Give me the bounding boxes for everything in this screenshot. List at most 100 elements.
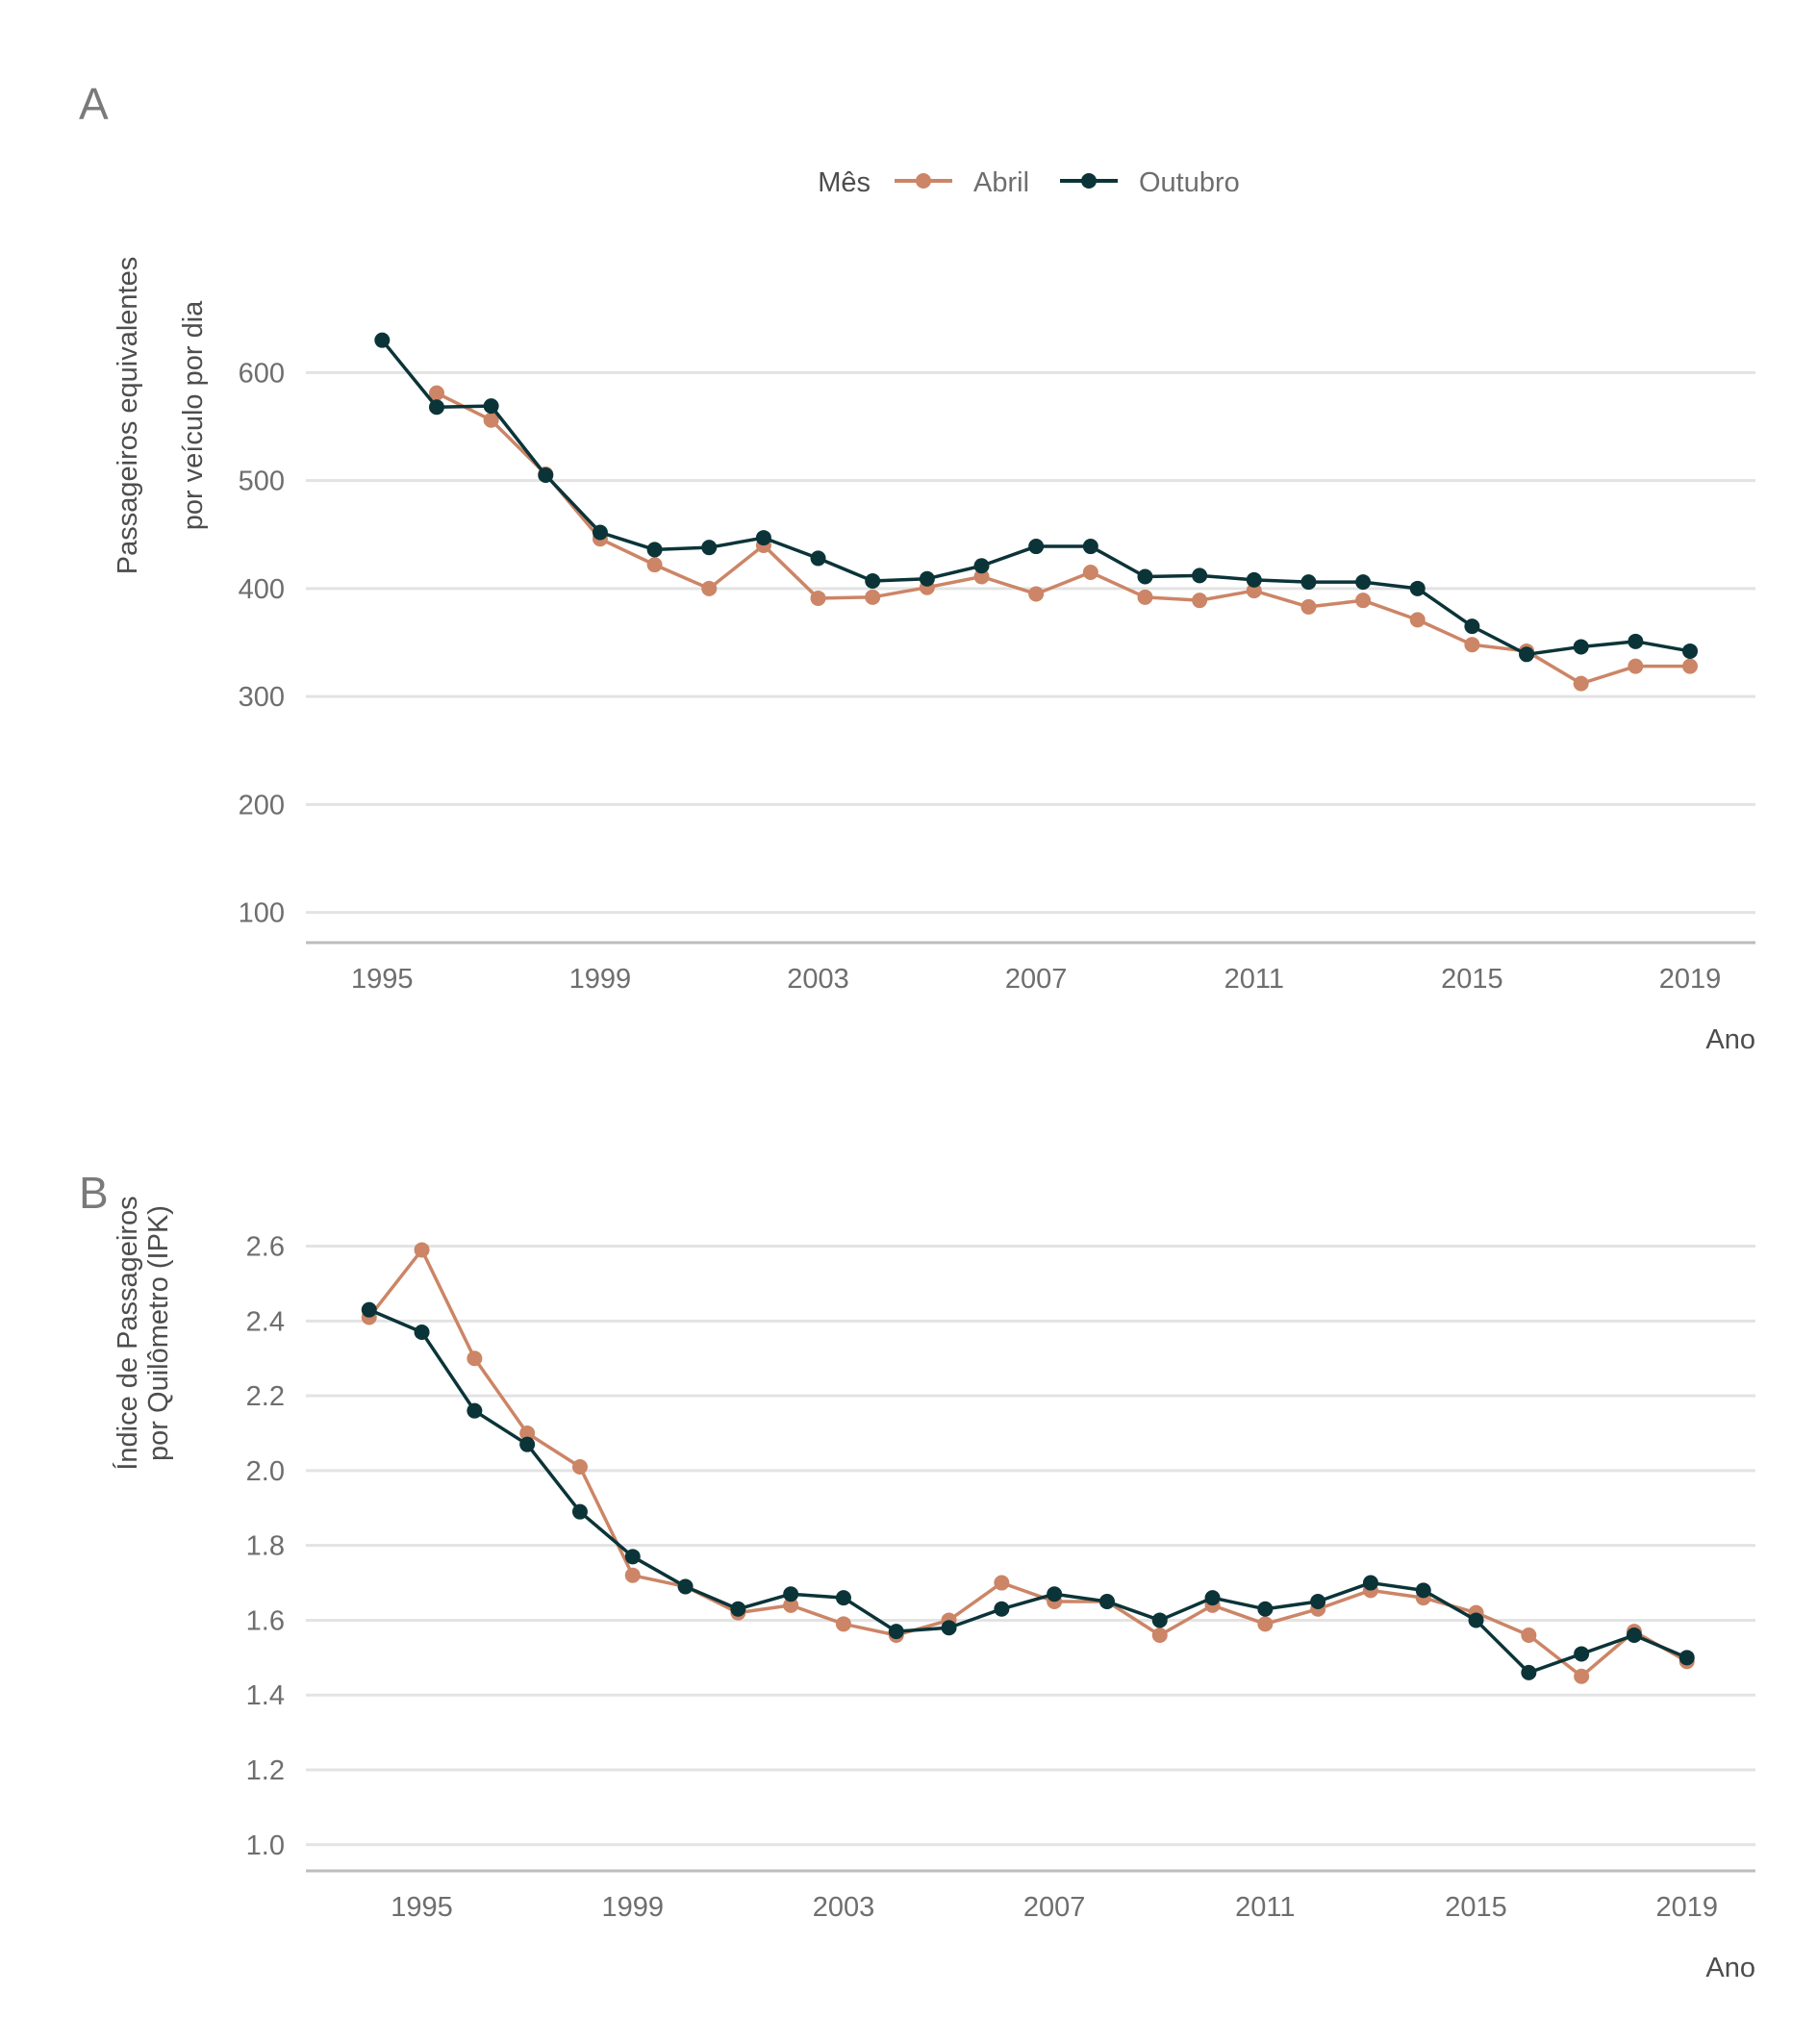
panel-b-series-line-abril: [367, 1248, 1688, 1678]
panel-b-data-point-abril: [519, 1426, 536, 1441]
panel-a-series-line-abril: [436, 391, 1691, 686]
panel-a-y-tick-label: 500: [239, 467, 285, 497]
panel-b-data-point-outubro: [1047, 1586, 1063, 1602]
panel-b-data-point-abril: [994, 1575, 1010, 1591]
panel-a-data-point-abril: [483, 412, 499, 428]
panel-b-data-point-outubro: [467, 1402, 483, 1419]
panel-b-y-tick-label: 1.0: [246, 1830, 285, 1861]
panel-a-x-tick-label: 2007: [1005, 964, 1068, 995]
panel-b-data-point-outubro: [835, 1590, 851, 1606]
panel-a-data-point-outubro: [973, 558, 990, 574]
panel-a-data-point-abril: [1300, 598, 1317, 615]
panel-b-data-point-outubro: [571, 1503, 588, 1520]
panel-a-data-point-abril: [1409, 612, 1426, 628]
legend-marker-abril: [916, 173, 931, 189]
panel-a-data-point-outubro: [1137, 568, 1153, 585]
panel-a-data-point-outubro: [1300, 574, 1317, 591]
panel-b-data-point-outubro: [1468, 1612, 1484, 1628]
panel-a-data-point-outubro: [1519, 646, 1535, 663]
panel-a-data-point-abril: [810, 590, 826, 606]
panel-b-data-point-outubro: [730, 1601, 746, 1617]
panel-b-data-point-outubro: [888, 1624, 904, 1640]
legend-item-outubro: Outubro: [1060, 167, 1240, 198]
panel-b-x-tick-label: 2003: [813, 1892, 875, 1923]
panel-b-y-tick-label: 1.8: [246, 1531, 285, 1562]
panel-b-x-tick-label: 1995: [391, 1892, 453, 1923]
panel-a-x-tick-label: 2003: [787, 964, 849, 995]
panel-a-data-point-outubro: [1628, 633, 1644, 649]
panel-a-x-tick-label: 1995: [351, 964, 414, 995]
panel-b-data-point-outubro: [1151, 1612, 1168, 1628]
panel-a-data-point-outubro: [374, 332, 391, 348]
panel-a-data-point-abril: [428, 385, 444, 401]
panel-a-series-line-outubro: [380, 339, 1691, 657]
panel-a-x-tick-label: 1999: [569, 964, 632, 995]
panel-a-y-tick-label: 100: [239, 898, 285, 929]
panel-b-y-tick-label: 2.6: [246, 1232, 285, 1263]
legend-label-outubro: Outubro: [1139, 167, 1240, 198]
panel-a-data-point-outubro: [646, 542, 663, 558]
panel-a-data-point-abril: [1137, 589, 1153, 605]
panel-b-x-tick-label: 2007: [1023, 1892, 1086, 1923]
panel-b-data-point-outubro: [783, 1586, 799, 1602]
panel-a-data-point-abril: [865, 589, 881, 605]
panel-b-data-point-outubro: [1310, 1594, 1326, 1609]
panel-a-data-point-abril: [1028, 586, 1045, 602]
panel-a-data-point-abril: [1464, 637, 1480, 653]
panel-b-data-point-outubro: [1521, 1664, 1537, 1680]
panel-b-x-axis-title: Ano: [1705, 1953, 1755, 1983]
panel-a-data-point-outubro: [865, 572, 881, 589]
panel-b-data-point-outubro: [1362, 1575, 1378, 1591]
panel-a-data-point-outubro: [1355, 574, 1372, 591]
panel-b-data-point-outubro: [1257, 1601, 1274, 1617]
panel-a-data-point-abril: [1682, 658, 1699, 674]
panel-b-data-point-abril: [624, 1567, 641, 1583]
panel-b-plot: 1.0 1.2 1.4 1.6 1.8 2.0 2.2 2.4 2.6 1995 1999 2003 2…: [246, 1232, 1755, 1923]
panel-a-y-tick-label: 400: [239, 574, 285, 605]
panel-b-data-point-outubro: [677, 1578, 694, 1595]
legend-label-abril: Abril: [973, 167, 1029, 198]
panel-b-data-point-outubro: [1678, 1650, 1695, 1666]
panel-b-data-point-outubro: [361, 1301, 377, 1318]
panel-a-x-tick-label: 2015: [1441, 964, 1503, 995]
panel-b-x-tick-label: 2015: [1445, 1892, 1507, 1923]
panel-a-data-point-abril: [1246, 583, 1262, 599]
panel-b-y-axis-title: Índice de Passageiros por Quilômetro (IP…: [112, 1196, 174, 1470]
panel-a-data-point-outubro: [592, 524, 608, 541]
panel-a-label: A: [79, 79, 109, 129]
panel-b-data-point-outubro: [519, 1436, 536, 1452]
panel-b-label: B: [79, 1168, 109, 1218]
panel-b-data-point-abril: [1574, 1668, 1590, 1684]
panel-a-data-point-abril: [1355, 593, 1372, 609]
panel-a-data-point-outubro: [919, 570, 935, 587]
panel-a-data-point-outubro: [1409, 580, 1426, 596]
panel-a-data-point-abril: [1573, 675, 1589, 692]
panel-a-data-point-outubro: [1028, 539, 1045, 555]
panel-a-data-point-abril: [1628, 658, 1644, 674]
panel-a-data-point-outubro: [1082, 539, 1098, 555]
panel-a-x-tick-label: 2011: [1224, 964, 1284, 995]
panel-a-y-tick-label: 200: [239, 790, 285, 820]
panel-b-data-point-abril: [1151, 1628, 1168, 1643]
panel-b-y-tick-label: 2.2: [246, 1381, 285, 1412]
panel-a-data-point-abril: [973, 568, 990, 585]
panel-b-x-tick-label: 2019: [1656, 1892, 1719, 1923]
panel-a-data-point-abril: [1192, 593, 1208, 609]
panel-b-data-point-outubro: [624, 1549, 641, 1565]
panel-b-x-tick-label: 2011: [1235, 1892, 1295, 1923]
panel-a-data-point-outubro: [1192, 568, 1208, 584]
panel-a-data-point-outubro: [1682, 643, 1699, 659]
panel-b-data-point-outubro: [1415, 1582, 1431, 1599]
panel-a-data-point-outubro: [755, 530, 771, 546]
panel-b-y-axis-title-line-2: por Quilômetro (IPK): [143, 1205, 174, 1461]
panel-a-data-point-outubro: [810, 550, 826, 567]
panel-a-data-point-outubro: [1246, 571, 1262, 588]
panel-a-data-point-abril: [701, 580, 718, 596]
panel-b-data-point-abril: [414, 1242, 430, 1258]
panel-b-y-tick-label: 1.4: [246, 1680, 285, 1711]
panel-a-y-tick-label: 300: [239, 682, 285, 713]
panel-b-x-tick-label: 1999: [602, 1892, 665, 1923]
panel-b-data-point-abril: [571, 1459, 588, 1475]
panel-b-data-point-outubro: [941, 1620, 957, 1636]
